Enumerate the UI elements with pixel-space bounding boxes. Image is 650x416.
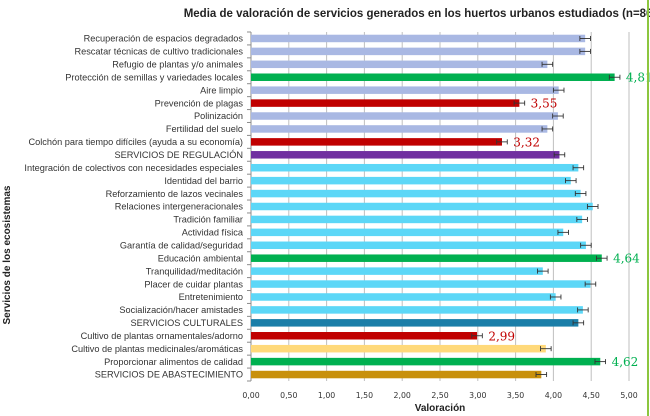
bar	[251, 163, 579, 172]
bar	[251, 293, 556, 301]
bar	[251, 267, 543, 275]
category-label: Socialización/hacer amistades	[119, 305, 243, 315]
bar	[251, 151, 560, 159]
bar	[251, 138, 502, 146]
category-label: Educación ambiental	[158, 253, 243, 263]
category-labels: Recuperación de espacios degradados Resca…	[24, 34, 243, 380]
bar	[251, 280, 591, 288]
category-label: Integración de colectivos con necesidade…	[24, 163, 243, 173]
data-label: 4,64	[613, 252, 640, 266]
bar	[251, 344, 546, 353]
bar	[251, 34, 586, 43]
data-label: 4,62	[612, 355, 639, 369]
category-label: SERVICIOS CULTURALES	[131, 318, 244, 328]
category-label: Identidad del barrio	[164, 176, 243, 186]
category-label: Cultivo de plantas medicinales/aromática…	[71, 344, 243, 354]
x-tick-label: 3,50	[507, 391, 524, 400]
category-label: Placer de cuidar plantas	[144, 279, 243, 289]
category-label: Refugio de plantas y/o animales	[112, 60, 243, 70]
bar	[251, 189, 581, 198]
category-label: Prevención de plagas	[155, 98, 244, 108]
x-tick-label: 0,50	[280, 391, 297, 400]
bar	[251, 357, 601, 366]
category-label: Reforzamiento de lazos vecinales	[106, 189, 244, 199]
bar	[251, 176, 571, 185]
category-label: Colchón para tiempo difíciles (ayuda a s…	[29, 137, 244, 147]
category-label: Fertilidad del suelo	[166, 124, 243, 134]
category-label: Proporcionar alimentos de calidad	[104, 357, 243, 367]
x-tick-labels: 0,00 0,50 1,00 1,50 2,00 2,50 3,00 3,50 4,00 4,50…	[242, 391, 637, 400]
category-label: Relaciones intergeneracionales	[115, 202, 244, 212]
bar	[251, 319, 579, 327]
bar	[251, 73, 615, 81]
bar	[251, 112, 558, 120]
category-label: Rescatar técnicas de cultivo tradicional…	[74, 47, 243, 57]
category-label: Actividad física	[182, 228, 244, 238]
x-tick-label: 2,00	[394, 391, 411, 400]
bar	[251, 86, 559, 94]
category-label: SERVICIOS DE REGULACIÓN	[115, 150, 244, 160]
category-label: Tranquilidad/meditación	[146, 266, 243, 276]
category-label: Protección de semillas y variedades loca…	[65, 72, 243, 82]
category-label: Entretenimiento	[179, 292, 243, 302]
x-tick-label: 0,00	[242, 391, 259, 400]
y-axis-title: Servicios de los ecosistemas	[2, 185, 13, 324]
x-axis-title: Valoración	[415, 403, 466, 414]
bar	[251, 125, 548, 133]
category-label: Polinización	[194, 111, 243, 121]
x-tick-label: 3,00	[469, 391, 486, 400]
bar	[251, 228, 564, 237]
x-tick-label: 4,50	[583, 391, 600, 400]
chart-title: Media de valoración de servicios generad…	[184, 8, 650, 20]
category-label: Garantía de calidad/seguridad	[120, 240, 243, 250]
category-label: SERVICIOS DE ABASTECIMIENTO	[95, 370, 243, 380]
bar	[251, 241, 586, 250]
data-label: 2,99	[488, 329, 515, 343]
category-label: Recuperación de espacios degradados	[84, 34, 244, 44]
data-label: 3,32	[513, 135, 540, 149]
bar	[251, 254, 602, 262]
bar	[251, 332, 478, 340]
bar	[251, 370, 542, 379]
bar	[251, 202, 593, 211]
x-tick-label: 1,00	[318, 391, 335, 400]
bar	[251, 99, 520, 107]
data-label: 4,81	[626, 71, 650, 85]
category-label: Tradición familiar	[173, 215, 243, 225]
bar	[251, 60, 548, 69]
bar	[251, 47, 586, 56]
bar	[251, 306, 583, 314]
category-label: Cultivo de plantas ornamentales/adorno	[81, 331, 243, 341]
x-tick-label: 5,00	[620, 391, 637, 400]
data-label: 3,55	[531, 97, 558, 111]
bar	[251, 215, 583, 224]
bars: 4,81 3,55 3,32 4,64 2,99 4,62	[251, 34, 650, 379]
category-label: Aire limpio	[200, 85, 243, 95]
x-tick-label: 4,00	[545, 391, 562, 400]
x-tick-label: 2,50	[431, 391, 448, 400]
x-tick-label: 1,50	[356, 391, 373, 400]
